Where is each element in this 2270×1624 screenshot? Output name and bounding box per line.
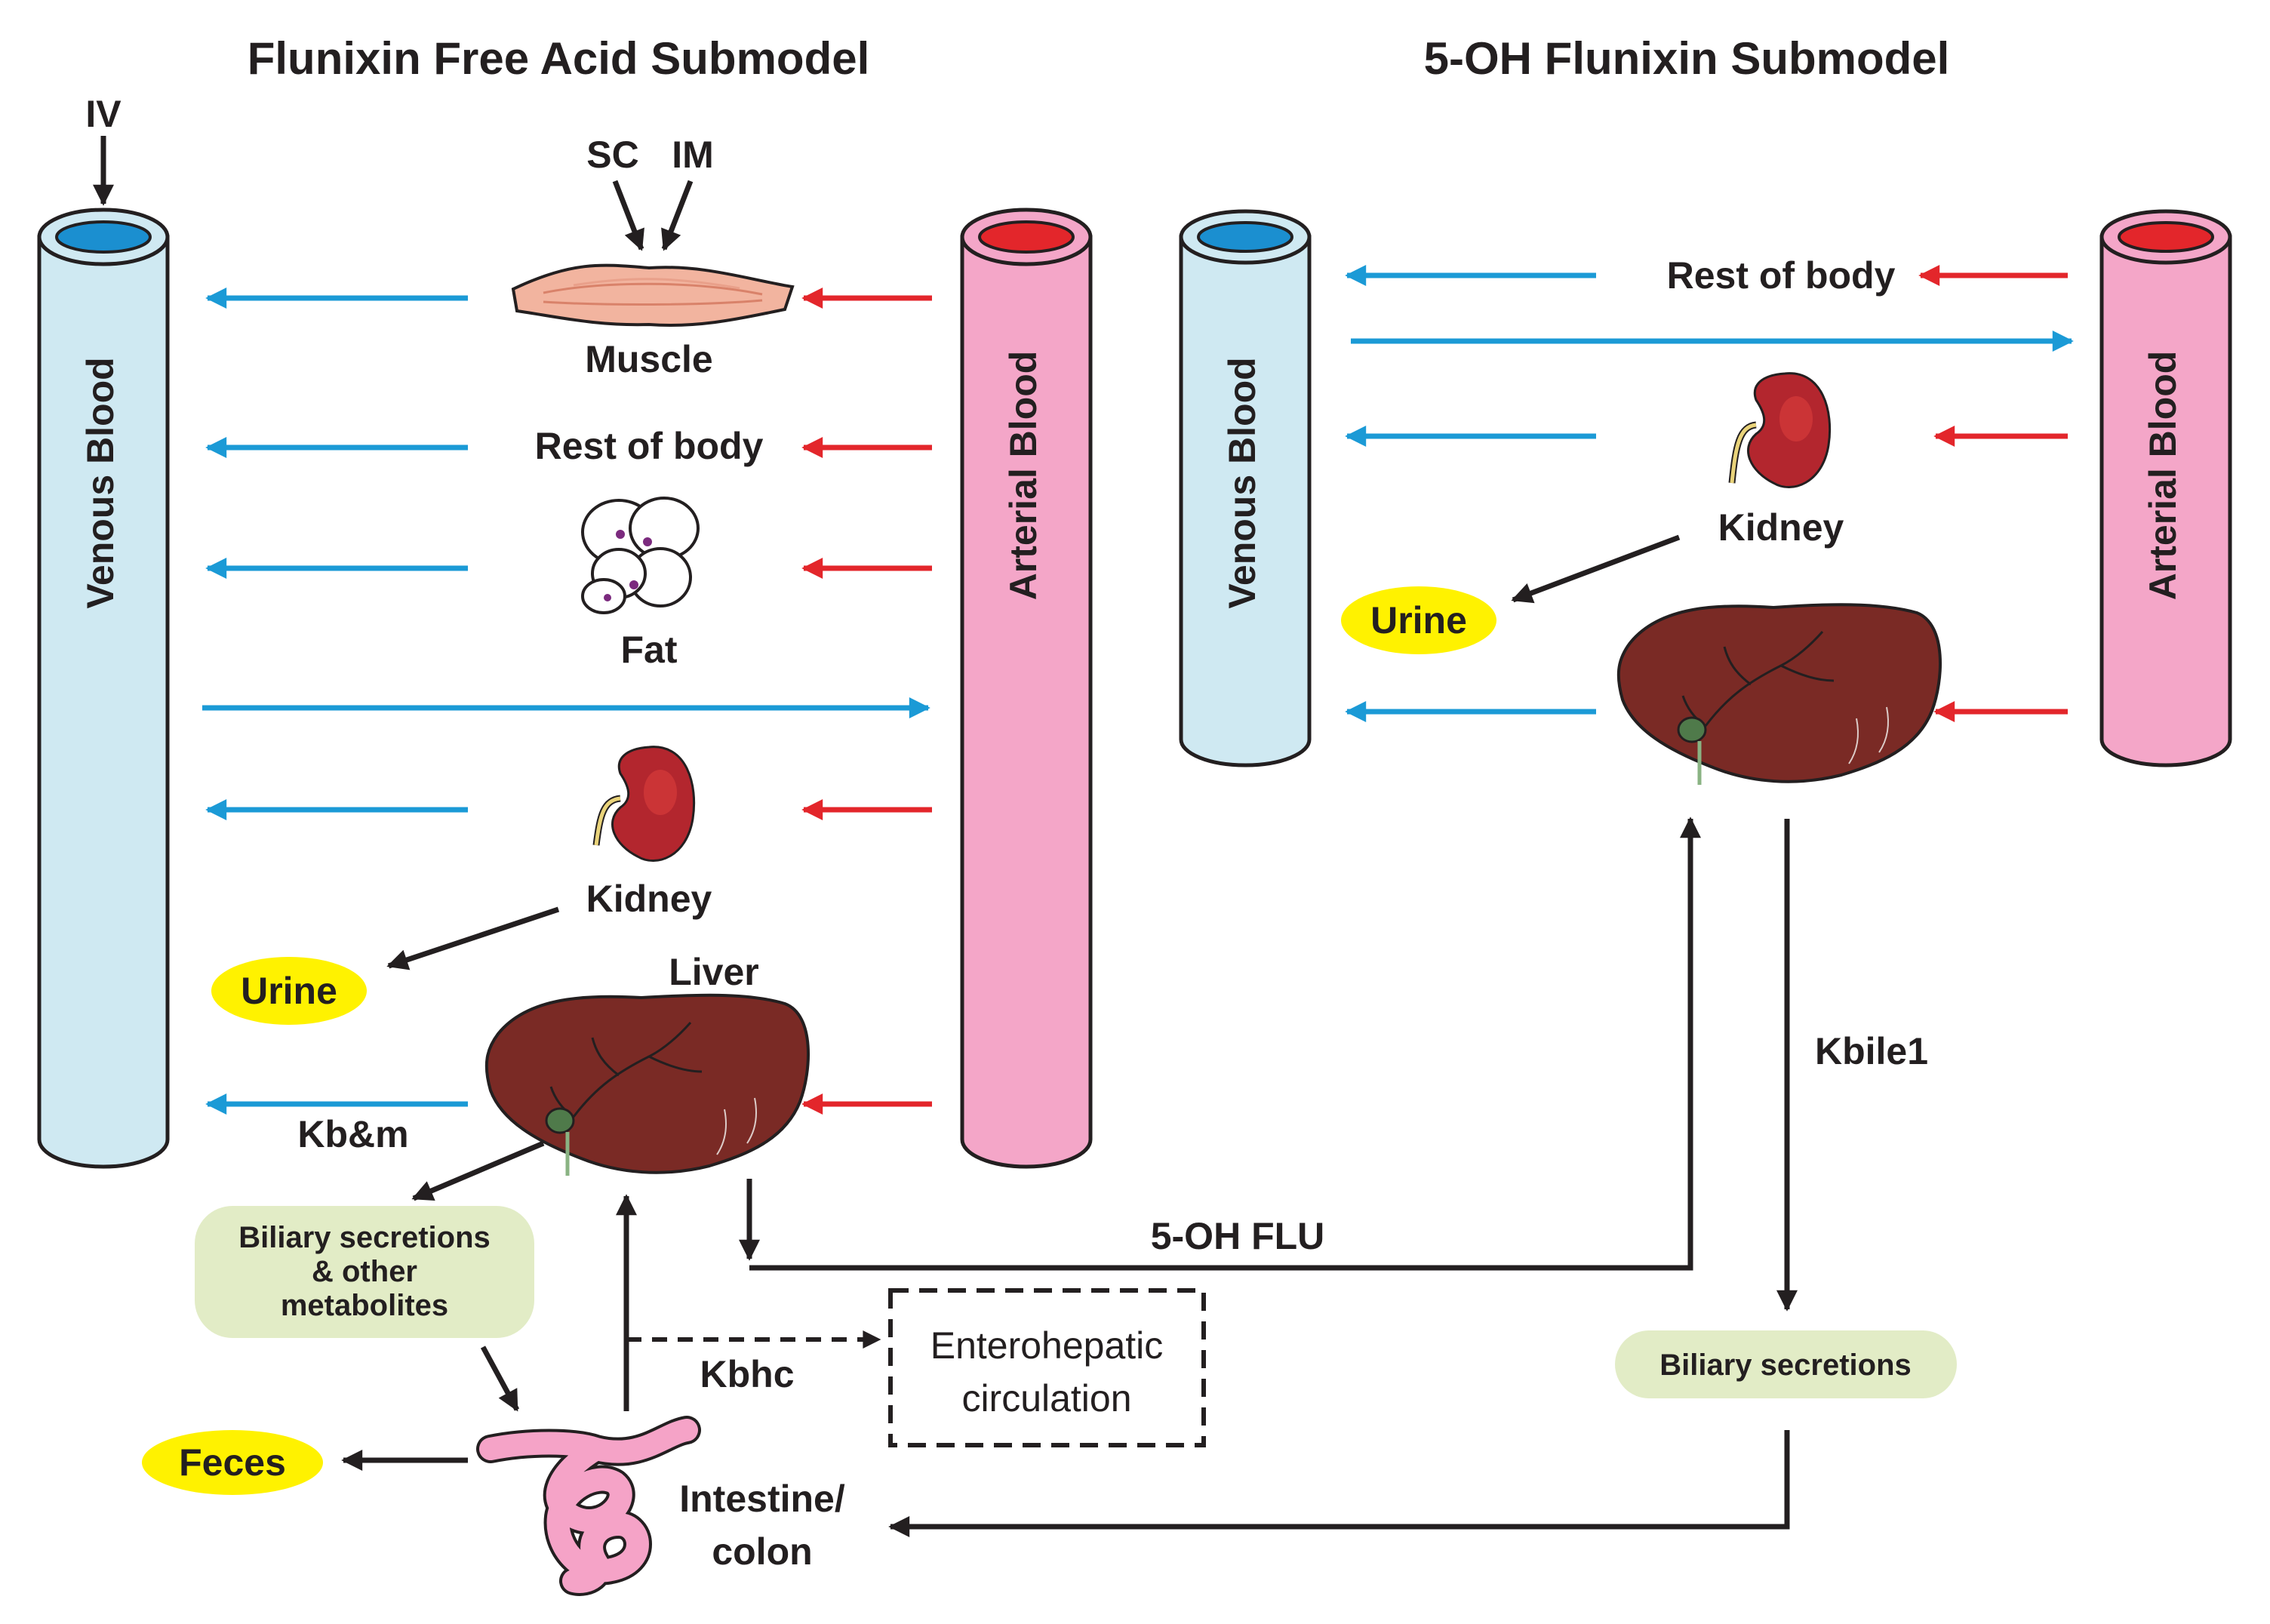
right-venous-blood-vessel: Venous Blood [1179, 209, 1312, 767]
right-liver-icon [1616, 603, 1942, 785]
intestine-label-line2: colon [712, 1530, 812, 1573]
right-urine-label: Urine [1370, 599, 1467, 641]
right-rest-of-body-label: Rest of body [1667, 254, 1896, 297]
im-route-label: IM [672, 134, 714, 176]
left-liver-icon [484, 993, 810, 1176]
five-oh-flu-label: 5-OH FLU [1151, 1215, 1325, 1257]
right-arterial-blood-vessel: Arterial Blood [2099, 209, 2232, 767]
left-liver-label: Liver [669, 951, 759, 993]
enterohepatic-line1: Enterohepatic [930, 1324, 1164, 1367]
feces-label: Feces [179, 1441, 286, 1484]
left-biliary-box [195, 1206, 534, 1338]
biliary-to-intestine-arrow [480, 1346, 520, 1412]
left-kidney-to-urine-arrow [386, 906, 560, 970]
feces-oval [142, 1430, 323, 1495]
right-kidney-icon [1728, 372, 1832, 489]
right-arterial-blood-label: Arterial Blood [2142, 351, 2184, 601]
left-urine-oval [211, 957, 367, 1025]
right-biliary-to-intestine-arrow [888, 1430, 1790, 1537]
left-venous-blood-label: Venous Blood [79, 357, 121, 608]
left-submodel-title: Flunixin Free Acid Submodel [248, 33, 870, 84]
intestine-label-line1: Intestine/ [679, 1478, 845, 1520]
left-rest-of-body-label: Rest of body [535, 425, 764, 467]
enterohepatic-box [888, 1288, 1206, 1447]
right-biliary-label: Biliary secretions [1659, 1349, 1912, 1382]
sc-route-label: SC [586, 134, 638, 176]
right-submodel-title: 5-OH Flunixin Submodel [1424, 33, 1950, 84]
right-kidney-to-urine-arrow [1511, 534, 1681, 604]
right-venous-blood-label: Venous Blood [1221, 357, 1263, 608]
left-biliary-line1: Biliary secretions [238, 1221, 491, 1254]
right-urine-oval [1341, 586, 1496, 654]
kbm-label: Kb&m [297, 1113, 408, 1155]
liver-to-biliary-arrow [411, 1140, 545, 1201]
five-oh-flu-link-arrow [749, 817, 1701, 1271]
enterohepatic-line2: circulation [961, 1377, 1131, 1419]
left-arterial-blood-vessel: Arterial Blood [960, 208, 1093, 1169]
kbhc-label: Kbhc [700, 1353, 795, 1395]
left-biliary-line3: metabolites [281, 1289, 448, 1322]
kbile1-label: Kbile1 [1815, 1030, 1928, 1072]
muscle-icon [511, 263, 795, 327]
right-kidney-label: Kidney [1718, 506, 1844, 549]
fat-icon [581, 497, 700, 614]
left-arterial-blood-label: Arterial Blood [1002, 351, 1044, 601]
right-biliary-box [1615, 1330, 1957, 1398]
left-kidney-icon [592, 746, 696, 863]
left-biliary-line2: & other [312, 1255, 417, 1288]
left-kidney-label: Kidney [586, 878, 712, 920]
iv-route-label: IV [85, 93, 121, 135]
muscle-label: Muscle [585, 338, 713, 380]
im-arrow [661, 180, 694, 251]
fat-label: Fat [621, 629, 678, 671]
left-venous-blood-vessel: Venous Blood [37, 208, 170, 1169]
sc-arrow [612, 180, 644, 251]
intestine-icon [476, 1416, 701, 1596]
left-urine-label: Urine [241, 970, 337, 1012]
